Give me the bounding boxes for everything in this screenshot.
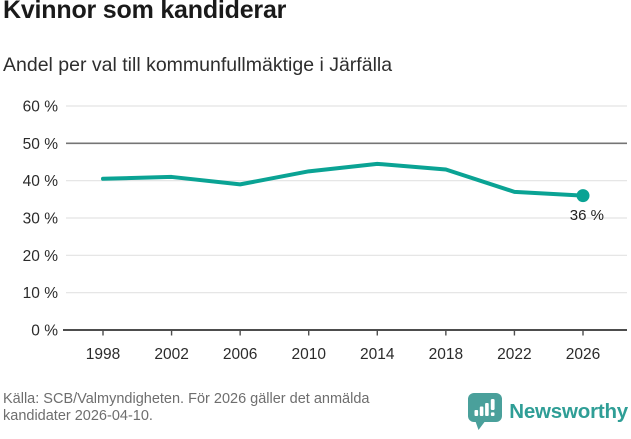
source-line-2: kandidater 2026-04-10. — [3, 408, 153, 424]
chart-title: Kvinnor som kandiderar — [3, 0, 287, 24]
y-tick-label: 10 % — [23, 285, 59, 302]
x-tick-label: 2014 — [360, 346, 395, 363]
end-value-label: 36 % — [570, 207, 604, 224]
end-point-marker — [576, 189, 590, 203]
y-tick-label: 60 % — [23, 99, 59, 116]
x-tick-label: 2022 — [497, 346, 531, 363]
newsworthy-logo: Newsworthy — [468, 393, 628, 431]
source-note: Källa: SCB/Valmyndigheten. För 2026 gäll… — [3, 391, 369, 425]
x-tick-label: 2002 — [154, 346, 188, 363]
x-tick-label: 1998 — [86, 346, 120, 363]
x-tick-label: 2018 — [429, 346, 463, 363]
footer: Källa: SCB/Valmyndigheten. För 2026 gäll… — [0, 391, 631, 435]
data-line — [101, 161, 585, 198]
y-tick-label: 20 % — [23, 248, 59, 265]
brand-name: Newsworthy — [509, 400, 628, 423]
x-tick-label: 2010 — [291, 346, 326, 363]
source-line-1: Källa: SCB/Valmyndigheten. För 2026 gäll… — [3, 391, 370, 407]
chart-subtitle: Andel per val till kommunfullmäktige i J… — [3, 54, 393, 76]
x-tick-label: 2006 — [223, 346, 257, 363]
line-chart: 0 % 10 % 20 % 30 % 40 % 50 % 60 % 1998 2002 2006 2… — [23, 99, 627, 363]
newsworthy-barchart-bubble-icon — [468, 393, 503, 430]
y-tick-label: 50 % — [23, 136, 59, 153]
y-tick-label: 0 % — [31, 323, 58, 340]
y-tick-label: 40 % — [23, 173, 59, 190]
y-tick-label: 30 % — [23, 211, 59, 228]
x-tick-label: 2026 — [566, 346, 600, 363]
